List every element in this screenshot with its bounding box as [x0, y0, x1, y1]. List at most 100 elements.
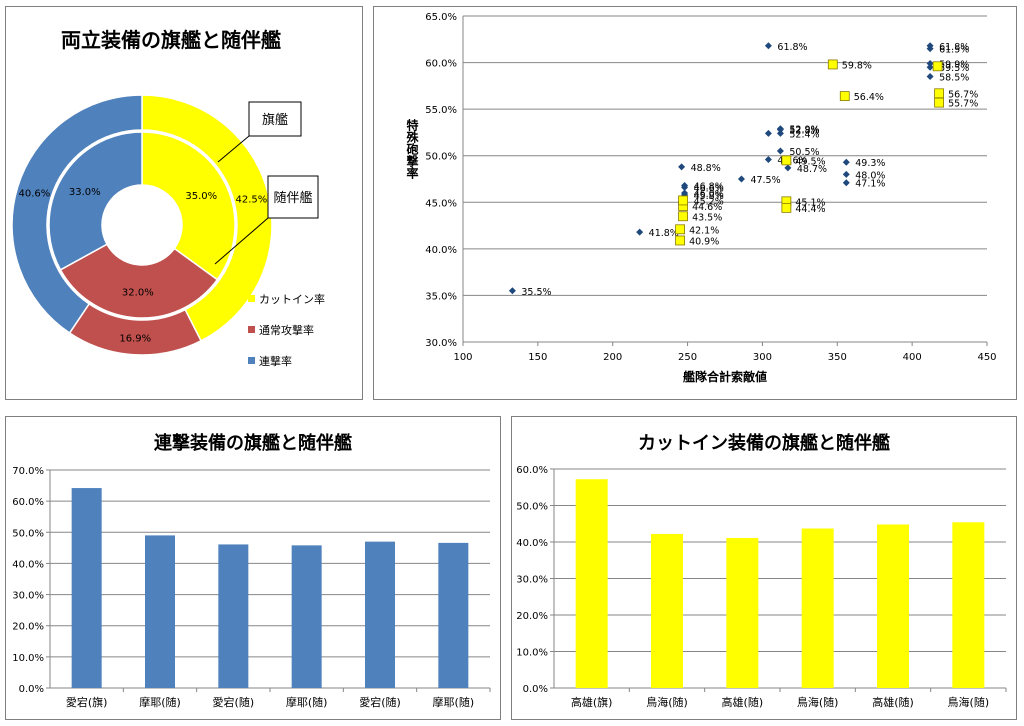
y-tick-label: 20.0% [12, 622, 44, 633]
donut-slice [141, 131, 236, 281]
y-tick-label: 30.0% [12, 591, 44, 602]
scatter-data-label: 47.5% [750, 175, 780, 186]
y-axis-title: 特殊砲撃率 [405, 118, 419, 180]
donut-chart-panel: 両立装備の旗艦と随伴艦 42.5% 16.9% 40.6% 35.0% 32.0% 33.0… [5, 6, 363, 400]
scatter-point-square [839, 91, 850, 102]
bar-chart-renzeki-panel: 連撃装備の旗艦と随伴艦 0.0% 10.0% 20.0% 30.0% 40.0% 50.0%… [5, 416, 501, 720]
x-axis-title: 艦隊合計索敵値 [683, 369, 767, 384]
bar [801, 528, 834, 688]
donut-chart: 両立装備の旗艦と随伴艦 42.5% 16.9% 40.6% 35.0% 32.0% 33.0… [11, 28, 325, 368]
y-tick-label: 35.0% [425, 291, 457, 302]
y-tick-label: 60.0% [425, 59, 457, 70]
scatter-data-label: 59.9% [939, 60, 969, 71]
scatter-data-label: 47.1% [855, 179, 885, 190]
callout-box [267, 175, 319, 219]
scatter-data-label: 61.5% [939, 45, 969, 56]
y-tick-label: 45.0% [425, 198, 457, 209]
scatter-data-label: 35.5% [521, 287, 551, 298]
bar [71, 488, 102, 688]
x-tick-label: 摩耶(随) [139, 695, 181, 709]
scatter-data-label: 45.1% [795, 197, 825, 208]
scatter-data-label: 61.8% [777, 42, 807, 53]
x-tick-label: 350 [828, 352, 847, 363]
scatter-point-diamond [681, 189, 689, 197]
x-tick-label: 150 [528, 352, 547, 363]
scatter-point-diamond [842, 158, 850, 166]
scatter-data-label: 59.8% [842, 60, 872, 71]
donut-data-label: 40.6% [18, 188, 50, 199]
bar [145, 535, 175, 688]
scatter-data-label: 49.6% [777, 155, 807, 166]
x-tick-label: 鳥海(随) [948, 695, 990, 709]
y-tick-label: 60.0% [12, 497, 44, 508]
scatter-point-diamond [508, 287, 516, 295]
scatter-point-diamond [764, 42, 772, 50]
chart-title: 連撃装備の旗艦と随伴艦 [154, 432, 352, 454]
x-tick-label: 摩耶(随) [433, 695, 475, 709]
x-tick-label: 愛宕(随) [213, 695, 255, 709]
callout-leader [217, 135, 250, 163]
y-tick-label: 20.0% [516, 611, 548, 622]
scatter-data-label: 49.5% [795, 156, 825, 167]
scatter-point-diamond [926, 45, 934, 53]
y-tick-label: 40.0% [516, 538, 548, 549]
y-tick-label: 0.0% [19, 684, 44, 695]
bar [438, 542, 469, 688]
y-tick-label: 30.0% [425, 338, 457, 349]
scatter-point-square [781, 202, 792, 213]
x-tick-label: 200 [603, 352, 622, 363]
scatter-data-label: 42.1% [689, 225, 719, 236]
y-tick-label: 0.0% [523, 684, 548, 695]
scatter-data-label: 45.2% [694, 196, 724, 207]
y-tick-label: 55.0% [425, 105, 457, 116]
bar [218, 544, 249, 688]
scatter-point-square [827, 59, 838, 70]
scatter-point-diamond [776, 126, 784, 134]
scatter-data-label: 45.8% [694, 191, 724, 202]
scatter-data-label: 40.9% [689, 236, 719, 247]
scatter-data-label: 58.5% [939, 73, 969, 84]
scatter-data-label: 56.7% [948, 89, 978, 100]
scatter-point-diamond [764, 155, 772, 163]
bar-chart-renzeki: 連撃装備の旗艦と随伴艦 0.0% 10.0% 20.0% 30.0% 40.0% 50.0%… [12, 432, 491, 709]
scatter-data-label: 52.8% [789, 126, 819, 137]
x-tick-label: 摩耶(随) [286, 695, 328, 709]
scatter-point-square [675, 224, 685, 235]
bar [651, 533, 683, 688]
bar [877, 524, 909, 688]
x-tick-label: 高雄(随) [722, 695, 764, 709]
donut-slice [59, 243, 219, 319]
x-tick-label: 鳥海(随) [797, 695, 839, 709]
scatter-point-diamond [842, 179, 850, 187]
chart-title: 両立装備の旗艦と随伴艦 [61, 28, 281, 52]
bar-chart-cutin-panel: カットイン装備の旗艦と随伴艦 0.0% 10.0% 20.0% 30.0% 40.0% 50… [511, 416, 1017, 720]
scatter-data-label: 48.8% [691, 163, 721, 174]
scatter-point-diamond [926, 63, 934, 71]
y-tick-label: 65.0% [425, 12, 457, 23]
callout-box [248, 101, 302, 137]
bar [726, 537, 759, 688]
scatter-point-square [932, 61, 943, 72]
scatter-data-label: 48.7% [797, 164, 827, 175]
scatter-point-diamond [926, 73, 934, 81]
scatter-point-diamond [737, 175, 745, 183]
y-tick-label: 50.0% [425, 152, 457, 163]
legend-entry: 連撃率 [259, 354, 292, 368]
donut-data-label: 32.0% [122, 287, 154, 298]
bar [575, 479, 608, 688]
scatter-data-label: 61.8% [939, 42, 969, 53]
legend-swatch [248, 295, 255, 302]
scatter-point-diamond [776, 129, 784, 137]
scatter-point-diamond [784, 164, 792, 172]
x-tick-label: 愛宕(旗) [66, 695, 108, 709]
scatter-data-label: 52.9% [789, 125, 819, 136]
scatter-data-label: 46.0% [694, 189, 724, 200]
scatter-point-diamond [636, 228, 644, 236]
scatter-data-label: 44.4% [795, 204, 825, 215]
bar [952, 522, 985, 688]
scatter-point-diamond [776, 147, 784, 155]
bar-chart-cutin: カットイン装備の旗艦と随伴艦 0.0% 10.0% 20.0% 30.0% 40.0% 50… [516, 432, 1007, 709]
scatter-data-label: 49.3% [855, 158, 885, 169]
callout-label: 随伴艦 [273, 191, 312, 206]
scatter-chart-panel: 30.0% 35.0% 40.0% 45.0% 50.0% 55.0% 60.0% 65.0%… [373, 6, 1017, 400]
